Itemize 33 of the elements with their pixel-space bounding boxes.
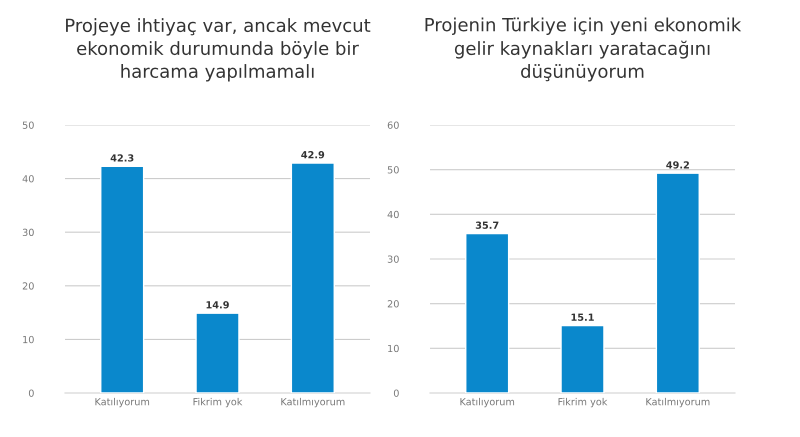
bar	[195, 312, 240, 393]
data-label: 42.3	[110, 154, 134, 162]
y-tick-label: 20	[388, 300, 399, 308]
x-tick-label: Fikrim yok	[558, 398, 608, 408]
y-tick-label: 50	[388, 166, 399, 174]
y-tick-label: 30	[388, 255, 399, 263]
bar	[656, 172, 700, 393]
x-tick-label: Fikrim yok	[194, 398, 242, 408]
bar	[290, 162, 335, 393]
chart-title: Projenin Türkiye için yeni ekonomik gelir kaynakları yaratacağını düşünüyorum	[426, 17, 742, 82]
data-label: 15.1	[572, 314, 594, 321]
y-tick-label: 0	[28, 389, 34, 397]
y-tick-label: 10	[23, 336, 34, 344]
bar	[100, 166, 144, 393]
data-label: 49.2	[666, 161, 689, 169]
x-tick-label: Katılmıyorum	[281, 398, 344, 408]
y-tick-label: 10	[388, 344, 399, 352]
y-tick-label: 0	[394, 389, 399, 397]
x-tick-label: Katılıyorum	[460, 398, 514, 408]
bar	[560, 324, 605, 393]
y-tick-label: 50	[22, 121, 34, 129]
x-tick-label: Katılıyorum	[95, 398, 150, 408]
y-tick-label: 40	[388, 210, 399, 218]
chart-title: Projeye ihtiyaç var, ancak mevcut ekonomik durumunda böyle bir harcama yapılmamalı	[66, 18, 370, 82]
bar	[465, 232, 510, 393]
y-tick-label: 60	[388, 121, 399, 129]
y-tick-label: 40	[22, 175, 34, 182]
x-tick-label: Katılmıyorum	[646, 398, 710, 408]
data-label: 35.7	[476, 222, 498, 229]
y-tick-label: 30	[22, 228, 34, 236]
data-label: 42.9	[301, 151, 324, 158]
y-tick-label: 20	[22, 282, 34, 290]
data-label: 14.9	[206, 301, 229, 308]
